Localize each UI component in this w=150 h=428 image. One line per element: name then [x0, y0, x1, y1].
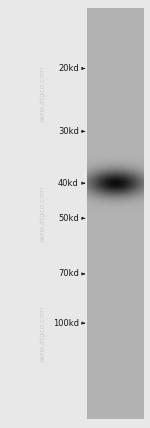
- Text: 40kd: 40kd: [58, 178, 79, 188]
- Text: www.ptgcb.com: www.ptgcb.com: [39, 66, 45, 122]
- Text: www.ptgcb.com: www.ptgcb.com: [39, 186, 45, 242]
- Text: 50kd: 50kd: [58, 214, 79, 223]
- Text: www.ptgcb.com: www.ptgcb.com: [39, 306, 45, 362]
- Text: 30kd: 30kd: [58, 127, 79, 136]
- Text: 20kd: 20kd: [58, 64, 79, 73]
- Text: 100kd: 100kd: [53, 318, 79, 328]
- Text: 70kd: 70kd: [58, 269, 79, 279]
